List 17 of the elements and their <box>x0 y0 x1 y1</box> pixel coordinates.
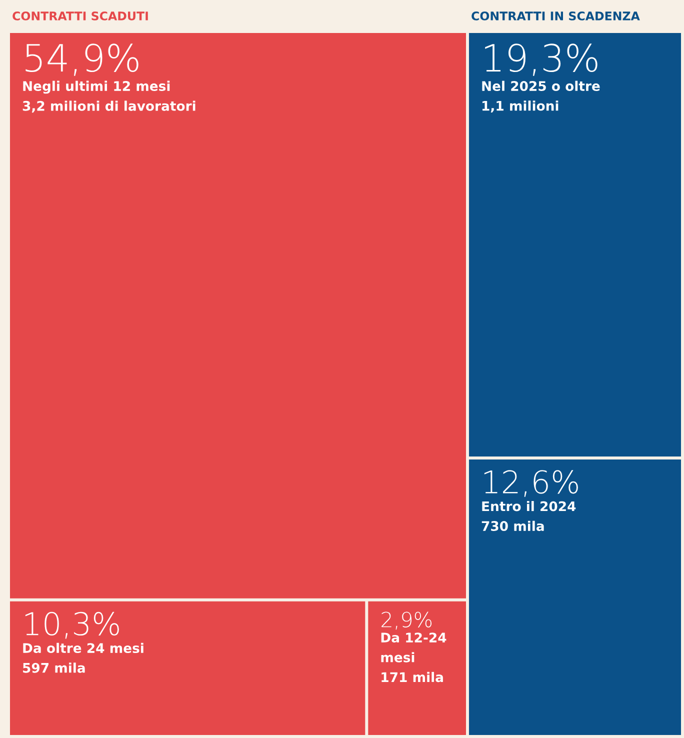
data-label: 19,3% <box>485 44 598 76</box>
series-label: CONTRATTI IN SCADENZA <box>472 11 640 20</box>
text: 597 mila <box>23 662 85 673</box>
category-label: Nel 2025 o oltre <box>482 80 600 92</box>
text: 1,1 milioni <box>482 100 558 112</box>
category-label: Da 12-24 mesi <box>381 632 446 662</box>
category-label: Da oltre 24 mesi <box>23 642 144 654</box>
text: CONTRATTI SCADUTI <box>12 11 148 20</box>
text: 3,2 milioni di lavoratori <box>22 100 196 113</box>
data-label: 2,9% <box>382 612 432 630</box>
text: 171 mila <box>382 672 443 682</box>
data-label: 54,9% <box>26 44 138 76</box>
text: 730 mila <box>482 520 544 532</box>
data-label: 10,3% <box>25 612 119 639</box>
category-label: Entro il 2024 <box>482 501 576 512</box>
category-label: Negli ultimi 12 mesi <box>23 80 170 94</box>
data-label: 12,6% <box>484 470 578 497</box>
